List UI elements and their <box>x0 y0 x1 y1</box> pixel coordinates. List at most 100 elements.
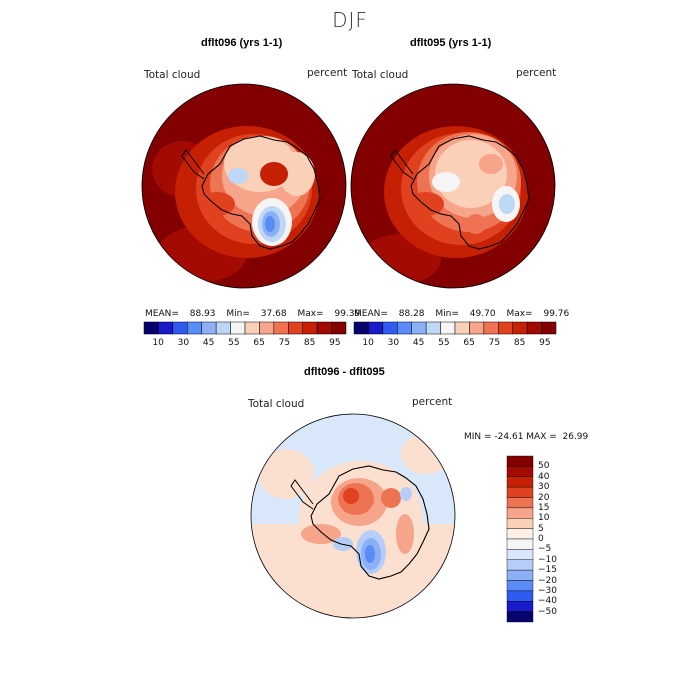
diff-colorbar-tick-label: 20 <box>538 492 550 503</box>
diff-colorbar-swatch <box>506 601 534 612</box>
diff-panel-peninsula <box>290 479 314 510</box>
panel-1-max-label: Max= <box>297 309 324 319</box>
diff-colorbar-tick-label: −10 <box>538 554 557 565</box>
panel-1-peninsula <box>181 149 205 180</box>
panel-1-stats: MEAN= 88.93 Min= 37.68 Max= 99.39 <box>145 309 360 319</box>
diff-colorbar-swatch <box>506 549 534 560</box>
diff-colorbar-tick-label: −40 <box>538 596 557 607</box>
panel-2-colorbar-tick-label: 10 <box>362 338 374 348</box>
panel-1-colorbar-labels: 10 30 45 55 65 75 85 95 <box>144 338 346 350</box>
panel-1-units: percent <box>307 67 348 79</box>
diff-colorbar-swatch <box>506 580 534 592</box>
diff-panel-range: MIN = -24.61 MAX = 26.99 <box>464 432 589 442</box>
diff-panel-map-boundary <box>250 413 456 619</box>
panel-2-colorbar-swatch <box>483 321 499 335</box>
diff-colorbar-swatch <box>506 486 534 498</box>
panel-2-colorbar-swatch <box>382 321 398 335</box>
panel-1-colorbar-tick-label: 65 <box>253 338 265 348</box>
panel-2-colorbar-tick-label: 45 <box>412 338 425 348</box>
panel-2-field-label: Total cloud <box>352 69 409 81</box>
panel-1-title: dflt096 (yrs 1-1) <box>201 37 283 49</box>
panel-1-map-boundary <box>141 83 347 289</box>
panel-1-colorbar-tick-label: 45 <box>202 338 215 348</box>
panel-1-colorbar-swatch <box>172 321 188 335</box>
panel-2-units: percent <box>516 67 557 79</box>
diff-panel-map <box>250 413 456 619</box>
panel-2-stats: MEAN= 88.28 Min= 49.70 Max= 99.76 <box>354 309 569 319</box>
panel-2-colorbar-swatch <box>469 321 485 335</box>
diff-colorbar-swatch <box>506 507 534 519</box>
panel-1-min-value: 37.68 <box>260 309 287 319</box>
panel-1-colorbar-tick-label: 75 <box>278 338 291 348</box>
panel-2-colorbar-swatch <box>498 321 513 335</box>
panel-1-colorbar <box>143 321 347 335</box>
panel-2-min-value: 49.70 <box>469 309 496 319</box>
diff-colorbar-swatch <box>506 611 534 623</box>
panel-2-colorbar-tick-label: 85 <box>513 338 526 348</box>
panel-2-colorbar <box>353 321 557 335</box>
panel-1-colorbar-swatch <box>201 321 217 335</box>
diff-panel-coastline <box>310 465 430 580</box>
diff-colorbar-swatch <box>506 455 534 467</box>
panel-2-colorbar-tick-label: 30 <box>387 338 400 348</box>
panel-2-peninsula <box>390 149 414 180</box>
diff-colorbar-tick-label: 30 <box>538 482 550 493</box>
panel-2-colorbar-tick-label: 75 <box>488 338 501 348</box>
panel-1-colorbar-swatch <box>187 321 202 335</box>
diff-colorbar-tick-label: −20 <box>538 575 557 586</box>
panel-2-min-label: Min= <box>435 309 459 319</box>
panel-2-map <box>350 83 556 289</box>
panel-1-colorbar-swatch <box>273 321 289 335</box>
diff-panel-title: dflt096 - dflt095 <box>304 366 385 378</box>
diff-colorbar-labels: 50 40 30 20 15 10 5 0 −5 −10 −15 −20 −30 −40 −50 <box>538 456 578 622</box>
diff-colorbar <box>506 455 534 623</box>
diff-colorbar-tick-label: −15 <box>538 565 557 576</box>
panel-1-colorbar-tick-label: 30 <box>177 338 190 348</box>
panel-1-colorbar-swatch <box>331 321 347 335</box>
diff-colorbar-swatch <box>506 590 534 602</box>
diff-panel-units: percent <box>412 396 453 408</box>
panel-2-max-label: Max= <box>506 309 533 319</box>
panel-1-colorbar-swatch <box>288 321 303 335</box>
panel-1-colorbar-tick-label: 95 <box>329 338 341 348</box>
panel-1-colorbar-swatch <box>244 321 260 335</box>
diff-colorbar-swatch <box>506 569 534 581</box>
panel-2-colorbar-tick-label: 65 <box>463 338 475 348</box>
diff-panel-field-label: Total cloud <box>248 398 305 410</box>
panel-1-field-label: Total cloud <box>144 69 201 81</box>
diff-colorbar-swatch <box>506 466 534 477</box>
diff-colorbar-tick-label: 10 <box>538 513 550 524</box>
panel-1-colorbar-tick-label: 55 <box>228 338 240 348</box>
panel-1-colorbar-swatch <box>215 321 231 335</box>
diff-colorbar-tick-label: 5 <box>538 523 544 534</box>
diff-colorbar-tick-label: 50 <box>538 461 550 472</box>
diff-colorbar-tick-label: 15 <box>538 502 550 513</box>
page-title: DJF <box>332 8 368 32</box>
panel-2-colorbar-swatch <box>353 321 369 335</box>
panel-2-colorbar-swatch <box>425 321 441 335</box>
panel-1-min-label: Min= <box>226 309 250 319</box>
panel-1-mean-value: 88.93 <box>189 309 216 319</box>
panel-1-max-value: 99.39 <box>334 309 361 319</box>
panel-2-colorbar-labels: 10 30 45 55 65 75 85 95 <box>354 338 556 350</box>
panel-2-map-boundary <box>350 83 556 289</box>
diff-colorbar-swatch <box>506 538 534 550</box>
panel-1-colorbar-swatch <box>143 321 159 335</box>
panel-2-colorbar-swatch <box>512 321 528 335</box>
panel-1-colorbar-swatch <box>158 321 174 335</box>
diff-colorbar-swatch <box>506 528 534 540</box>
diff-colorbar-tick-label: −30 <box>538 585 557 596</box>
panel-2-title: dflt095 (yrs 1-1) <box>410 37 492 49</box>
panel-1-map <box>141 83 347 289</box>
panel-1-colorbar-swatch <box>302 321 318 335</box>
panel-1-colorbar-swatch <box>230 321 246 335</box>
panel-2-colorbar-swatch <box>397 321 412 335</box>
diff-colorbar-swatch <box>506 497 534 509</box>
panel-2-coastline <box>410 135 530 250</box>
diff-colorbar-tick-label: −5 <box>538 544 552 555</box>
panel-2-colorbar-swatch <box>541 321 557 335</box>
panel-1-mean-label: MEAN= <box>145 309 179 319</box>
panel-2-colorbar-swatch <box>526 321 542 335</box>
panel-2-colorbar-swatch <box>411 321 427 335</box>
panel-2-colorbar-tick-label: 95 <box>539 338 551 348</box>
